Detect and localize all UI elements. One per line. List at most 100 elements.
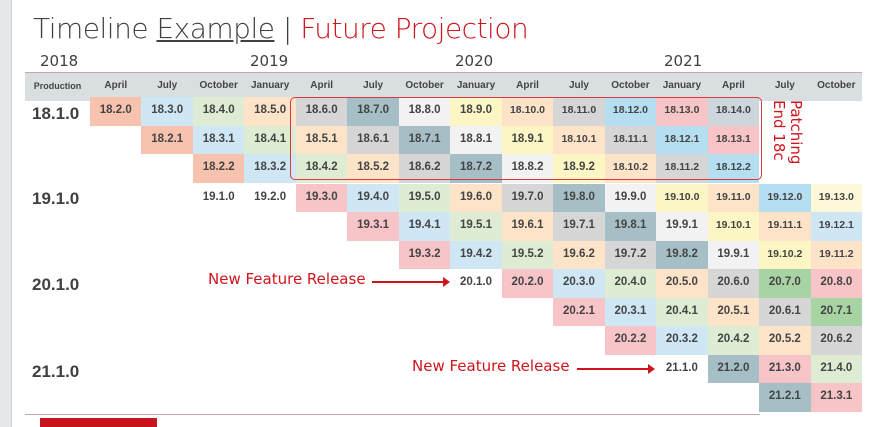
patching-label: Patching — [787, 100, 805, 165]
release-cell: 21.2.1 — [759, 383, 811, 412]
release-cell: 19.9.1 — [656, 212, 708, 241]
header-month: October — [199, 80, 238, 91]
release-cell: 19.4.0 — [347, 183, 399, 212]
release-cell: 20.7.1 — [810, 297, 863, 326]
release-cell: 18.5.0 — [244, 97, 296, 126]
release-cell: 18.10.2 — [604, 154, 657, 183]
release-cell: 18.9.0 — [450, 97, 502, 126]
release-cell: 18.2.0 — [90, 97, 142, 126]
header-month: October — [611, 80, 650, 91]
release-cell: 20.1.0 — [460, 276, 493, 288]
release-cell: 18.11.1 — [604, 125, 657, 154]
production-version: 20.1.0 — [32, 275, 80, 294]
release-cell: 18.14.0 — [707, 97, 760, 126]
header-month: January — [662, 80, 702, 91]
release-cell: 19.10.0 — [656, 183, 708, 212]
release-cell: 19.10.1 — [707, 212, 760, 241]
arrow-right-icon — [577, 364, 655, 374]
release-cell: 19.6.2 — [553, 240, 605, 269]
release-cell: 20.3.2 — [656, 326, 708, 355]
release-cell: 19.11.1 — [759, 212, 811, 241]
release-cell: 21.4.0 — [810, 354, 863, 383]
header-month: July — [157, 80, 178, 91]
release-cell: 18.5.2 — [347, 154, 399, 183]
release-cell: 19.10.2 — [759, 240, 811, 269]
release-cell: 20.8.0 — [810, 269, 863, 298]
title-part-timeline: Timeline — [33, 12, 157, 45]
release-cell: 18.10.0 — [501, 97, 554, 126]
production-version: 18.1.0 — [32, 104, 80, 123]
release-cell: 19.11.0 — [707, 183, 760, 212]
release-cell: 20.3.1 — [604, 297, 657, 326]
release-cell: 19.11.2 — [810, 240, 863, 269]
footer-red-block — [40, 418, 157, 427]
title-part-future-projection: Future Projection — [300, 12, 529, 45]
release-cell: 18.8.2 — [501, 154, 554, 183]
release-cell: 18.11.2 — [656, 154, 708, 183]
release-cell: 20.2.2 — [604, 326, 657, 355]
release-cell: 18.2.1 — [141, 125, 193, 154]
release-cell: 18.10.1 — [553, 125, 605, 154]
release-cell: 20.3.0 — [553, 269, 605, 298]
release-cell: 18.2.2 — [192, 154, 245, 183]
release-cell: 18.4.0 — [192, 97, 245, 126]
year-label: 2021 — [664, 52, 703, 70]
release-cell: 18.5.1 — [295, 125, 348, 154]
release-cell: 18.4.2 — [295, 154, 348, 183]
release-cell: 19.7.2 — [604, 240, 657, 269]
release-cell: 18.3.1 — [192, 125, 245, 154]
release-cell: 20.5.1 — [707, 297, 760, 326]
title-part-example: Example — [156, 12, 275, 45]
release-cell: 19.2.0 — [254, 190, 287, 203]
release-cell: 18.9.1 — [501, 125, 554, 154]
header-month: July — [363, 80, 384, 91]
release-cell: 18.6.1 — [347, 125, 399, 154]
header-month: January — [456, 80, 496, 91]
header-month: January — [250, 80, 290, 91]
header-month: April — [310, 80, 334, 91]
production-version: 21.1.0 — [32, 362, 80, 381]
release-cell: 20.4.0 — [604, 269, 657, 298]
release-cell: 19.9.1 — [707, 240, 760, 269]
release-cell: 20.6.1 — [759, 297, 811, 326]
release-cell: 18.12.1 — [656, 125, 708, 154]
header-production: Production — [33, 81, 82, 91]
header-month: October — [405, 80, 444, 91]
release-cell: 18.7.1 — [398, 125, 451, 154]
release-cell: 18.12.0 — [604, 97, 657, 126]
release-cell: 20.5.0 — [656, 269, 708, 298]
release-cell: 18.7.0 — [347, 97, 399, 126]
release-cell: 20.6.2 — [810, 326, 863, 355]
release-cell: 18.4.1 — [244, 125, 296, 154]
release-cell: 19.4.2 — [450, 240, 502, 269]
year-label: 2018 — [40, 52, 79, 70]
release-cell: 19.3.0 — [295, 183, 348, 212]
release-cell: 20.2.1 — [553, 297, 605, 326]
year-label: 2019 — [250, 52, 289, 70]
arrow-right-icon — [372, 277, 450, 287]
release-cell: 19.9.0 — [604, 183, 657, 212]
slide-left-border — [0, 0, 12, 427]
production-version: 19.1.0 — [32, 189, 80, 208]
release-cell: 20.5.2 — [759, 326, 811, 355]
release-cell: 19.3.1 — [347, 212, 399, 241]
header-month: July — [774, 80, 795, 91]
header-month: April — [721, 80, 745, 91]
month-header-row: Production April July October January April J… — [25, 72, 862, 101]
release-cell: 20.4.2 — [707, 326, 760, 355]
release-cell: 18.3.0 — [141, 97, 193, 126]
release-cell: 21.2.0 — [707, 354, 760, 383]
release-cell: 19.5.2 — [501, 240, 554, 269]
release-cell: 19.8.1 — [604, 212, 657, 241]
end-18c-label: End 18c — [770, 100, 788, 161]
release-cell: 18.6.2 — [398, 154, 451, 183]
patching-end-18c-label: Patching End 18c — [770, 100, 805, 165]
release-cell: 18.13.1 — [707, 125, 760, 154]
release-cell: 18.7.2 — [450, 154, 502, 183]
release-cell: 18.8.0 — [398, 97, 451, 126]
release-cell: 19.7.1 — [553, 212, 605, 241]
header-month: April — [516, 80, 539, 91]
new-feature-release-label: New Feature Release — [412, 357, 570, 375]
release-cell: 19.12.0 — [759, 183, 811, 212]
release-cell: 19.5.1 — [450, 212, 502, 241]
